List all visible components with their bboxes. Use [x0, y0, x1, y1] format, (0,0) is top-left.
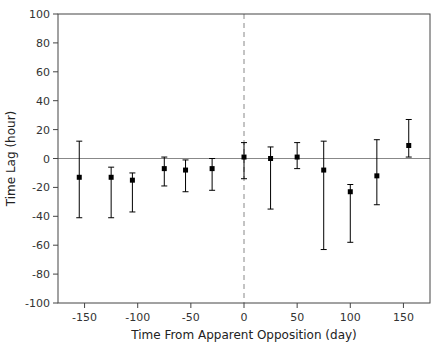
- error-bar: [268, 147, 274, 209]
- marker: [210, 166, 215, 171]
- x-tick: [403, 303, 404, 308]
- x-tick: [244, 303, 245, 308]
- error-bar: [294, 143, 300, 169]
- x-tick-label: 0: [241, 311, 248, 324]
- marker: [268, 156, 273, 161]
- marker: [130, 178, 135, 183]
- x-tick-label: 100: [340, 311, 361, 324]
- y-tick-label: 40: [36, 95, 50, 108]
- marker: [183, 168, 188, 173]
- error-bar: [161, 157, 167, 186]
- plot-area: [58, 14, 430, 303]
- y-tick: [53, 71, 58, 72]
- plot-background: [58, 14, 430, 303]
- y-tick-label: 0: [43, 153, 50, 166]
- error-bar: [374, 140, 380, 205]
- x-tick: [137, 303, 138, 308]
- x-tick-label: -100: [125, 311, 150, 324]
- y-axis-label: Time Lag (hour): [4, 111, 18, 208]
- marker: [321, 168, 326, 173]
- x-tick-label: -50: [182, 311, 200, 324]
- y-tick-label: 80: [36, 37, 50, 50]
- y-tick: [53, 129, 58, 130]
- error-bar: [241, 143, 247, 179]
- plot-frame: [58, 14, 430, 303]
- y-tick-label: 60: [36, 66, 50, 79]
- x-tick: [297, 303, 298, 308]
- marker: [242, 155, 247, 160]
- error-bar: [406, 119, 412, 157]
- error-bar: [183, 160, 189, 192]
- y-tick: [53, 100, 58, 101]
- y-tick: [53, 245, 58, 246]
- chart: -150 -100 -50 0 50 100 150 -100 -80 -60 -40 -20 0 20 4…: [0, 0, 446, 349]
- error-bar: [76, 141, 82, 218]
- error-bar: [209, 159, 215, 191]
- marker: [295, 155, 300, 160]
- error-bar: [347, 185, 353, 243]
- marker: [374, 173, 379, 178]
- y-tick: [53, 14, 58, 15]
- y-tick: [53, 274, 58, 275]
- x-tick-label: 50: [290, 311, 304, 324]
- y-tick-label: -80: [32, 268, 50, 281]
- x-tick-label: 150: [393, 311, 414, 324]
- y-tick-label: -60: [32, 239, 50, 252]
- y-tick-label: -40: [32, 210, 50, 223]
- y-tick-label: -100: [25, 297, 50, 310]
- x-tick-label: -150: [72, 311, 97, 324]
- y-tick: [53, 216, 58, 217]
- marker: [77, 175, 82, 180]
- error-bar: [321, 141, 327, 249]
- x-tick: [350, 303, 351, 308]
- y-tick-label: -20: [32, 181, 50, 194]
- y-tick: [53, 158, 58, 159]
- marker: [109, 175, 114, 180]
- y-tick-label: 100: [29, 8, 50, 21]
- y-tick: [53, 303, 58, 304]
- x-axis-label: Time From Apparent Opposition (day): [130, 328, 357, 342]
- x-tick: [84, 303, 85, 308]
- marker: [348, 189, 353, 194]
- marker: [406, 143, 411, 148]
- error-bar: [129, 173, 135, 212]
- y-tick-label: 20: [36, 124, 50, 137]
- marker: [162, 166, 167, 171]
- x-tick: [190, 303, 191, 308]
- y-tick: [53, 42, 58, 43]
- y-tick: [53, 187, 58, 188]
- error-bar: [108, 167, 114, 218]
